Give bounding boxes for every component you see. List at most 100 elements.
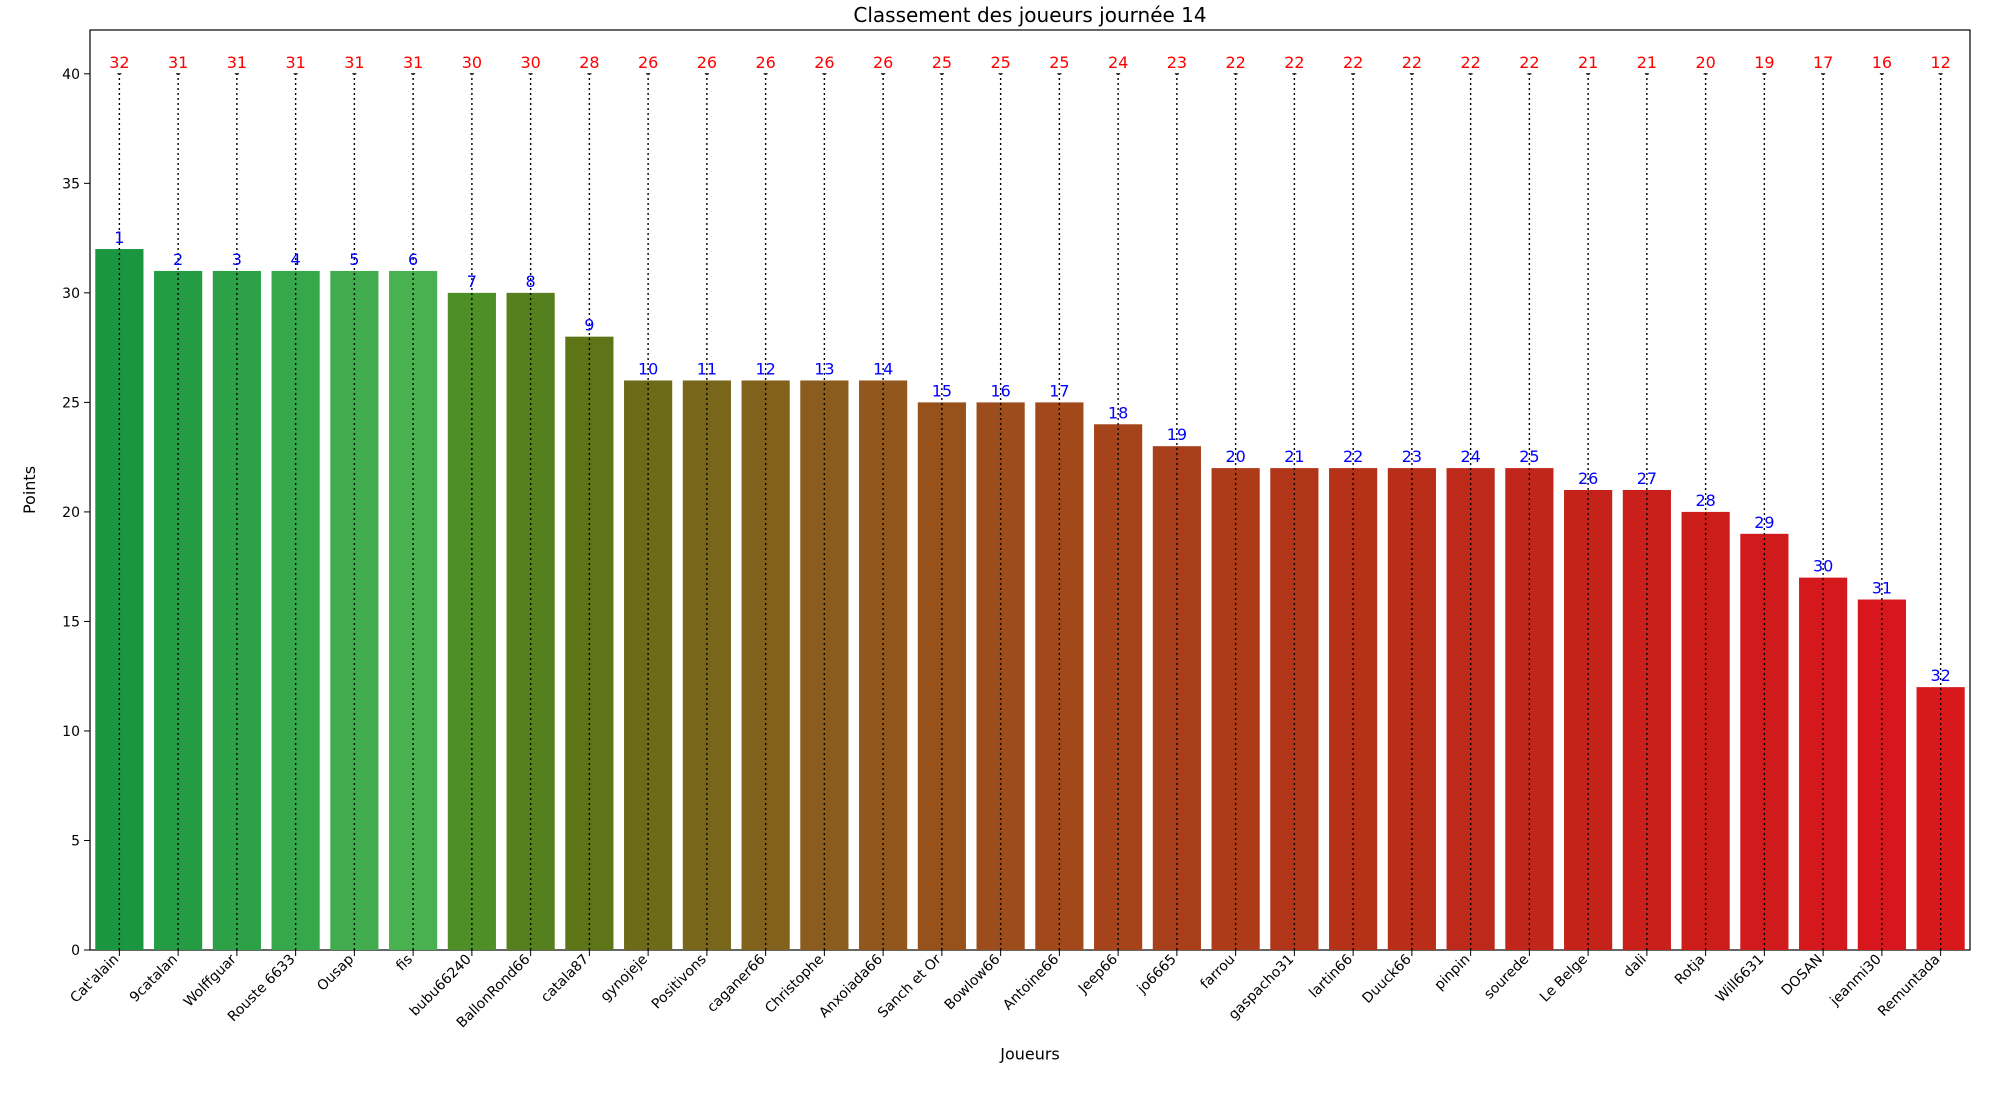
value-label: 22 bbox=[1519, 53, 1539, 72]
value-label: 25 bbox=[1049, 53, 1069, 72]
rank-label: 11 bbox=[697, 359, 717, 378]
rank-label: 30 bbox=[1813, 557, 1833, 576]
x-tick-label: jeanmi30 bbox=[1827, 952, 1885, 1010]
value-label: 31 bbox=[168, 53, 188, 72]
value-label: 21 bbox=[1578, 53, 1598, 72]
value-label: 32 bbox=[109, 53, 129, 72]
rank-label: 17 bbox=[1049, 381, 1069, 400]
rank-label: 16 bbox=[990, 381, 1010, 400]
x-tick-label: Bowlow66 bbox=[942, 951, 1004, 1013]
rank-label: 31 bbox=[1872, 579, 1892, 598]
value-label: 25 bbox=[990, 53, 1010, 72]
rank-label: 20 bbox=[1225, 447, 1245, 466]
value-label: 26 bbox=[814, 53, 834, 72]
rank-label: 24 bbox=[1460, 447, 1480, 466]
rank-label: 8 bbox=[526, 272, 536, 291]
y-tick-label: 40 bbox=[62, 67, 80, 83]
x-tick-label: Wolffguar bbox=[181, 951, 240, 1010]
y-tick-label: 25 bbox=[62, 395, 80, 411]
rank-label: 1 bbox=[114, 228, 124, 247]
rank-label: 10 bbox=[638, 359, 658, 378]
x-tick-label: Jeep66 bbox=[1075, 951, 1121, 997]
x-tick-label: jo6665 bbox=[1134, 952, 1180, 998]
x-tick-label: dali bbox=[1621, 952, 1650, 981]
rank-label: 14 bbox=[873, 359, 893, 378]
value-label: 22 bbox=[1402, 53, 1422, 72]
x-tick-label: Sanch et Or bbox=[875, 951, 945, 1021]
y-tick-label: 35 bbox=[62, 176, 80, 192]
value-label: 31 bbox=[285, 53, 305, 72]
rank-label: 5 bbox=[349, 250, 359, 269]
value-label: 16 bbox=[1872, 53, 1892, 72]
rank-label: 23 bbox=[1402, 447, 1422, 466]
x-tick-label: farrou bbox=[1198, 952, 1239, 993]
rank-label: 32 bbox=[1930, 666, 1950, 685]
bar bbox=[448, 293, 496, 950]
value-label: 12 bbox=[1930, 53, 1950, 72]
rank-label: 21 bbox=[1284, 447, 1304, 466]
value-label: 22 bbox=[1225, 53, 1245, 72]
rank-label: 6 bbox=[408, 250, 418, 269]
rank-label: 29 bbox=[1754, 513, 1774, 532]
value-label: 25 bbox=[932, 53, 952, 72]
x-tick-label: gynojeje bbox=[597, 952, 650, 1005]
x-tick-label: DOSAN bbox=[1779, 952, 1826, 999]
value-label: 31 bbox=[344, 53, 364, 72]
y-tick-label: 0 bbox=[71, 943, 80, 959]
rank-label: 27 bbox=[1637, 469, 1657, 488]
x-tick-label: Antoine66 bbox=[1000, 951, 1062, 1013]
x-tick-label: Christophe bbox=[762, 952, 827, 1017]
x-tick-label: Le Belge bbox=[1537, 952, 1591, 1006]
chart-container: Classement des joueurs journée 140510152… bbox=[0, 0, 2000, 1115]
y-tick-label: 5 bbox=[71, 833, 80, 849]
rank-label: 19 bbox=[1167, 425, 1187, 444]
x-tick-label: Will6631 bbox=[1713, 952, 1767, 1006]
rank-label: 15 bbox=[932, 381, 952, 400]
rank-label: 13 bbox=[814, 359, 834, 378]
rank-label: 22 bbox=[1343, 447, 1363, 466]
ranking-bar-chart: Classement des joueurs journée 140510152… bbox=[0, 0, 2000, 1115]
y-tick-label: 15 bbox=[62, 614, 80, 630]
x-tick-label: catala87 bbox=[538, 952, 592, 1006]
x-tick-label: sourede bbox=[1481, 952, 1532, 1003]
value-label: 21 bbox=[1637, 53, 1657, 72]
x-tick-label: lartin66 bbox=[1306, 951, 1356, 1001]
x-tick-label: caganer66 bbox=[704, 951, 768, 1015]
value-label: 20 bbox=[1695, 53, 1715, 72]
rank-label: 7 bbox=[467, 272, 477, 291]
bar bbox=[1740, 534, 1788, 950]
chart-title: Classement des joueurs journée 14 bbox=[853, 3, 1206, 27]
x-tick-label: Cat'alain bbox=[67, 952, 122, 1007]
bar bbox=[507, 293, 555, 950]
x-tick-label: Duuck66 bbox=[1359, 951, 1414, 1006]
value-label: 26 bbox=[638, 53, 658, 72]
y-axis-label: Points bbox=[20, 466, 39, 514]
rank-label: 4 bbox=[291, 250, 301, 269]
y-tick-label: 20 bbox=[62, 505, 80, 521]
x-tick-label: pinpin bbox=[1432, 952, 1474, 994]
rank-label: 3 bbox=[232, 250, 242, 269]
y-tick-label: 30 bbox=[62, 286, 80, 302]
value-label: 24 bbox=[1108, 53, 1128, 72]
value-label: 31 bbox=[403, 53, 423, 72]
rank-label: 12 bbox=[755, 359, 775, 378]
rank-label: 25 bbox=[1519, 447, 1539, 466]
value-label: 30 bbox=[462, 53, 482, 72]
value-label: 17 bbox=[1813, 53, 1833, 72]
x-tick-label: Rotja bbox=[1672, 952, 1709, 989]
rank-label: 9 bbox=[584, 316, 594, 335]
value-label: 23 bbox=[1167, 53, 1187, 72]
value-label: 22 bbox=[1343, 53, 1363, 72]
x-tick-label: fis bbox=[393, 952, 416, 975]
value-label: 28 bbox=[579, 53, 599, 72]
value-label: 26 bbox=[697, 53, 717, 72]
y-tick-label: 10 bbox=[62, 724, 80, 740]
value-label: 26 bbox=[755, 53, 775, 72]
value-label: 19 bbox=[1754, 53, 1774, 72]
x-tick-label: Ousap bbox=[314, 951, 357, 994]
value-label: 30 bbox=[520, 53, 540, 72]
rank-label: 18 bbox=[1108, 403, 1128, 422]
x-tick-label: Remuntada bbox=[1875, 952, 1943, 1020]
x-axis-label: Joueurs bbox=[999, 1045, 1060, 1064]
value-label: 31 bbox=[227, 53, 247, 72]
